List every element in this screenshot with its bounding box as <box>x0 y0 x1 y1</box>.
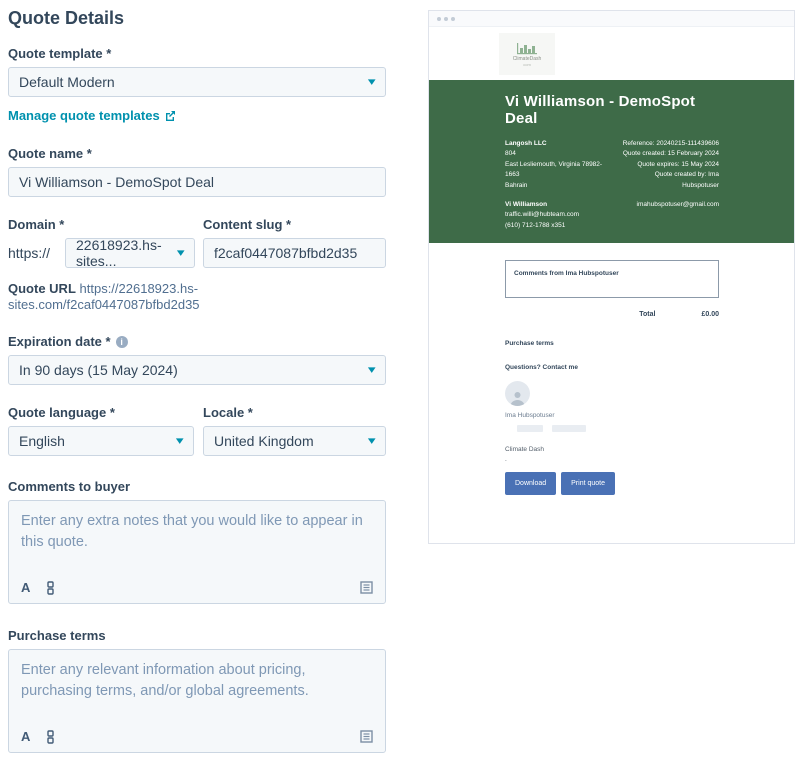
person-icon <box>510 392 525 407</box>
buyer-contact-block: Vi Williamson traffic.willi@hubteam.com … <box>505 200 580 229</box>
questions-contact-heading: Questions? Contact me <box>505 364 578 372</box>
protocol-prefix: https:// <box>8 245 51 261</box>
quote-meta-block: Reference: 20240215-111439606 Quote crea… <box>622 140 719 189</box>
print-quote-button[interactable]: Print quote <box>561 472 615 496</box>
external-link-icon <box>164 110 176 122</box>
expiration-date-value: In 90 days (15 May 2024) <box>19 362 178 378</box>
purchase-terms-label: Purchase terms <box>8 628 106 643</box>
preview-window-bar <box>429 11 794 27</box>
creator-email: imahubspotuser@gmail.com <box>636 200 719 208</box>
placeholder-chip <box>517 425 543 433</box>
quote-title: Vi Williamson - DemoSpot Deal <box>505 93 696 127</box>
chevron-down-icon: ▾ <box>368 434 377 447</box>
snippet-icon[interactable] <box>360 730 373 743</box>
locale-label: Locale * <box>203 405 253 420</box>
expiration-date-label: Expiration date * i <box>8 334 386 349</box>
quote-url-label: Quote URL <box>8 281 76 296</box>
total-value: £0.00 <box>701 311 719 319</box>
comments-to-buyer-editor[interactable]: Enter any extra notes that you would lik… <box>8 500 386 604</box>
chevron-down-icon: ▾ <box>368 363 377 376</box>
sender-company: Climate Dash <box>505 446 545 454</box>
dot-text: . <box>505 456 507 464</box>
quote-template-select[interactable]: Default Modern ▾ <box>8 67 386 97</box>
locale-value: United Kingdom <box>214 433 314 449</box>
quote-language-select[interactable]: English ▾ <box>8 426 194 456</box>
logo-text: ClimateDash <box>512 56 542 62</box>
window-dot-icon <box>444 16 448 21</box>
avatar <box>505 381 530 407</box>
quote-preview-panel: ClimateDash com Vi Williamson - DemoSpot… <box>428 10 795 544</box>
personalization-token-icon[interactable] <box>46 580 55 595</box>
preview-purchase-terms-heading: Purchase terms <box>505 340 554 348</box>
company-address-block: Langosh LLC 804 East Lesliemouth, Virgin… <box>505 140 603 189</box>
expiration-date-select[interactable]: In 90 days (15 May 2024) ▾ <box>8 355 386 385</box>
personalization-token-icon[interactable] <box>46 729 55 744</box>
company-logo: ClimateDash com <box>499 33 555 75</box>
quote-header: Vi Williamson - DemoSpot Deal Langosh LL… <box>429 80 794 244</box>
domain-value: 22618923.hs-sites... <box>76 237 162 269</box>
snippet-icon[interactable] <box>360 581 373 594</box>
quote-name-label: Quote name * <box>8 146 92 161</box>
quote-url: Quote URL https://22618923.hs-sites.com/… <box>8 281 386 313</box>
domain-label: Domain * <box>8 217 65 232</box>
quote-url-value: https://22618923.hs-sites.com/f2caf04470… <box>8 281 200 312</box>
quote-details-form: Quote Details Quote template * Default M… <box>8 8 386 773</box>
quote-template-value: Default Modern <box>19 74 115 90</box>
info-icon[interactable]: i <box>115 336 128 348</box>
font-style-icon[interactable]: A <box>21 729 31 744</box>
logo-subtext: com <box>523 62 531 67</box>
comments-from-sender-box: Comments from Ima Hubspotuser <box>505 260 719 299</box>
download-button[interactable]: Download <box>505 472 557 496</box>
bar-chart-logo-icon <box>517 43 537 55</box>
window-dot-icon <box>451 16 455 21</box>
window-dot-icon <box>437 16 441 21</box>
placeholder-chips <box>517 425 719 433</box>
chevron-down-icon: ▾ <box>368 75 377 88</box>
domain-select[interactable]: 22618923.hs-sites... ▾ <box>65 237 195 269</box>
sender-name: Ima Hubspotuser <box>505 412 555 420</box>
content-slug-input[interactable] <box>203 238 386 268</box>
total-label: Total <box>639 311 656 319</box>
comments-to-buyer-label: Comments to buyer <box>8 479 131 494</box>
chevron-down-icon: ▾ <box>177 246 186 259</box>
total-row: Total £0.00 <box>505 311 719 318</box>
purchase-terms-placeholder: Enter any relevant information about pri… <box>21 662 309 700</box>
locale-select[interactable]: United Kingdom ▾ <box>203 426 386 456</box>
editor-toolbar: A <box>21 580 373 595</box>
content-slug-label: Content slug * <box>203 217 292 232</box>
quote-language-label: Quote language * <box>8 405 115 420</box>
page-title: Quote Details <box>8 8 125 28</box>
quote-name-input[interactable] <box>8 167 386 197</box>
manage-quote-templates-link[interactable]: Manage quote templates <box>8 108 176 123</box>
editor-toolbar: A <box>21 729 373 744</box>
purchase-terms-editor[interactable]: Enter any relevant information about pri… <box>8 649 386 753</box>
font-style-icon[interactable]: A <box>21 580 31 595</box>
quote-template-label: Quote template * <box>8 46 112 61</box>
quote-language-value: English <box>19 433 65 449</box>
placeholder-chip <box>552 425 586 433</box>
chevron-down-icon: ▾ <box>176 434 185 447</box>
comments-placeholder: Enter any extra notes that you would lik… <box>21 513 363 551</box>
